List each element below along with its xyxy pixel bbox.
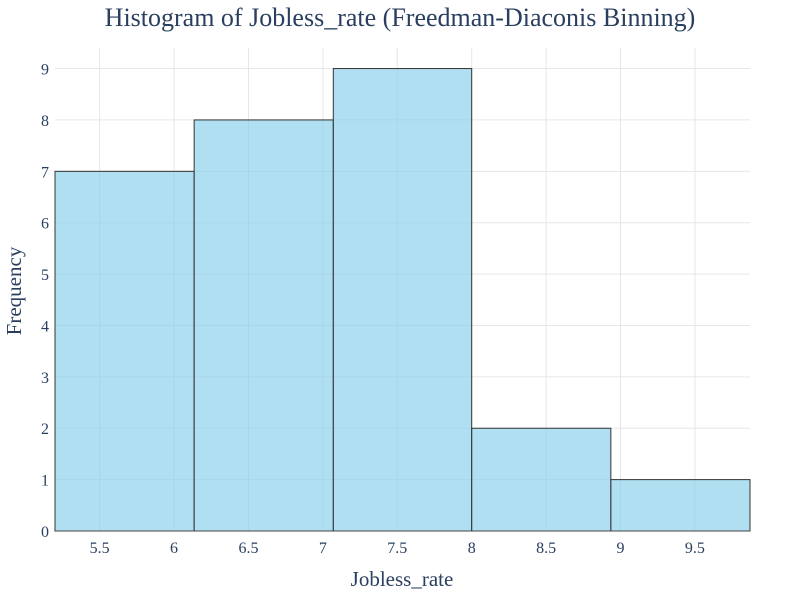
x-tick-label: 9.5 [685, 540, 705, 557]
y-axis-ticks: 0 1 2 3 4 5 6 7 8 9 [41, 62, 49, 541]
histogram-bars [54, 68, 751, 532]
y-tick-label: 7 [41, 164, 49, 181]
x-tick-label: 8 [468, 540, 476, 557]
y-tick-label: 3 [41, 370, 49, 387]
x-axis-ticks: 5.5 6 6.5 7 7.5 8 8.5 9 9.5 [90, 540, 705, 557]
chart-title: Histogram of Jobless_rate (Freedman-Diac… [105, 3, 696, 32]
x-tick-label: 9 [617, 540, 625, 557]
y-tick-label: 4 [41, 318, 49, 335]
histogram-bar [610, 479, 751, 532]
y-tick-label: 0 [41, 524, 49, 541]
y-tick-label: 6 [41, 216, 49, 233]
x-tick-label: 6.5 [238, 540, 258, 557]
x-tick-label: 7.5 [387, 540, 407, 557]
histogram-bar [54, 170, 195, 532]
x-axis-title: Jobless_rate [351, 567, 454, 591]
x-tick-label: 6 [170, 540, 178, 557]
x-tick-label: 5.5 [90, 540, 110, 557]
x-tick-label: 8.5 [536, 540, 556, 557]
y-tick-label: 2 [41, 421, 49, 438]
histogram-bar [332, 68, 473, 532]
histogram-bar [193, 119, 334, 532]
x-tick-label: 7 [319, 540, 327, 557]
y-tick-label: 5 [41, 267, 49, 284]
histogram-bar [471, 427, 612, 532]
y-tick-label: 1 [41, 473, 49, 490]
y-tick-label: 8 [41, 113, 49, 130]
y-tick-label: 9 [41, 62, 49, 79]
y-axis-title: Frequency [2, 246, 26, 335]
